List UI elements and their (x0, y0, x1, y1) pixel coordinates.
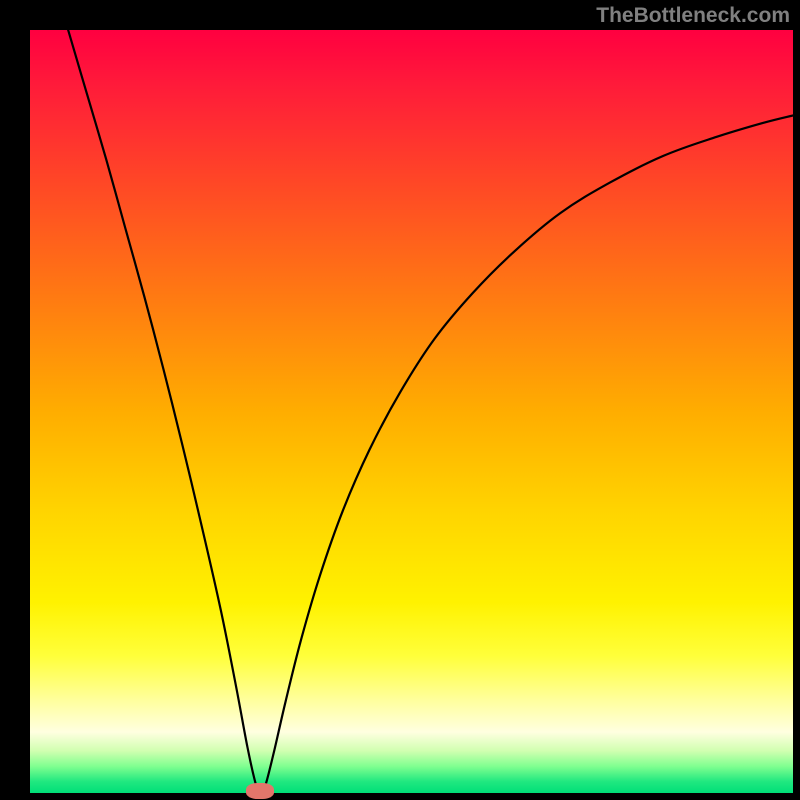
curve-right-branch (263, 115, 793, 791)
curve-overlay (30, 30, 793, 793)
curve-left-branch (68, 30, 259, 791)
chart-container: TheBottleneck.com (0, 0, 800, 800)
watermark-text: TheBottleneck.com (596, 4, 790, 28)
minimum-marker (246, 783, 274, 799)
plot-area (30, 30, 793, 793)
